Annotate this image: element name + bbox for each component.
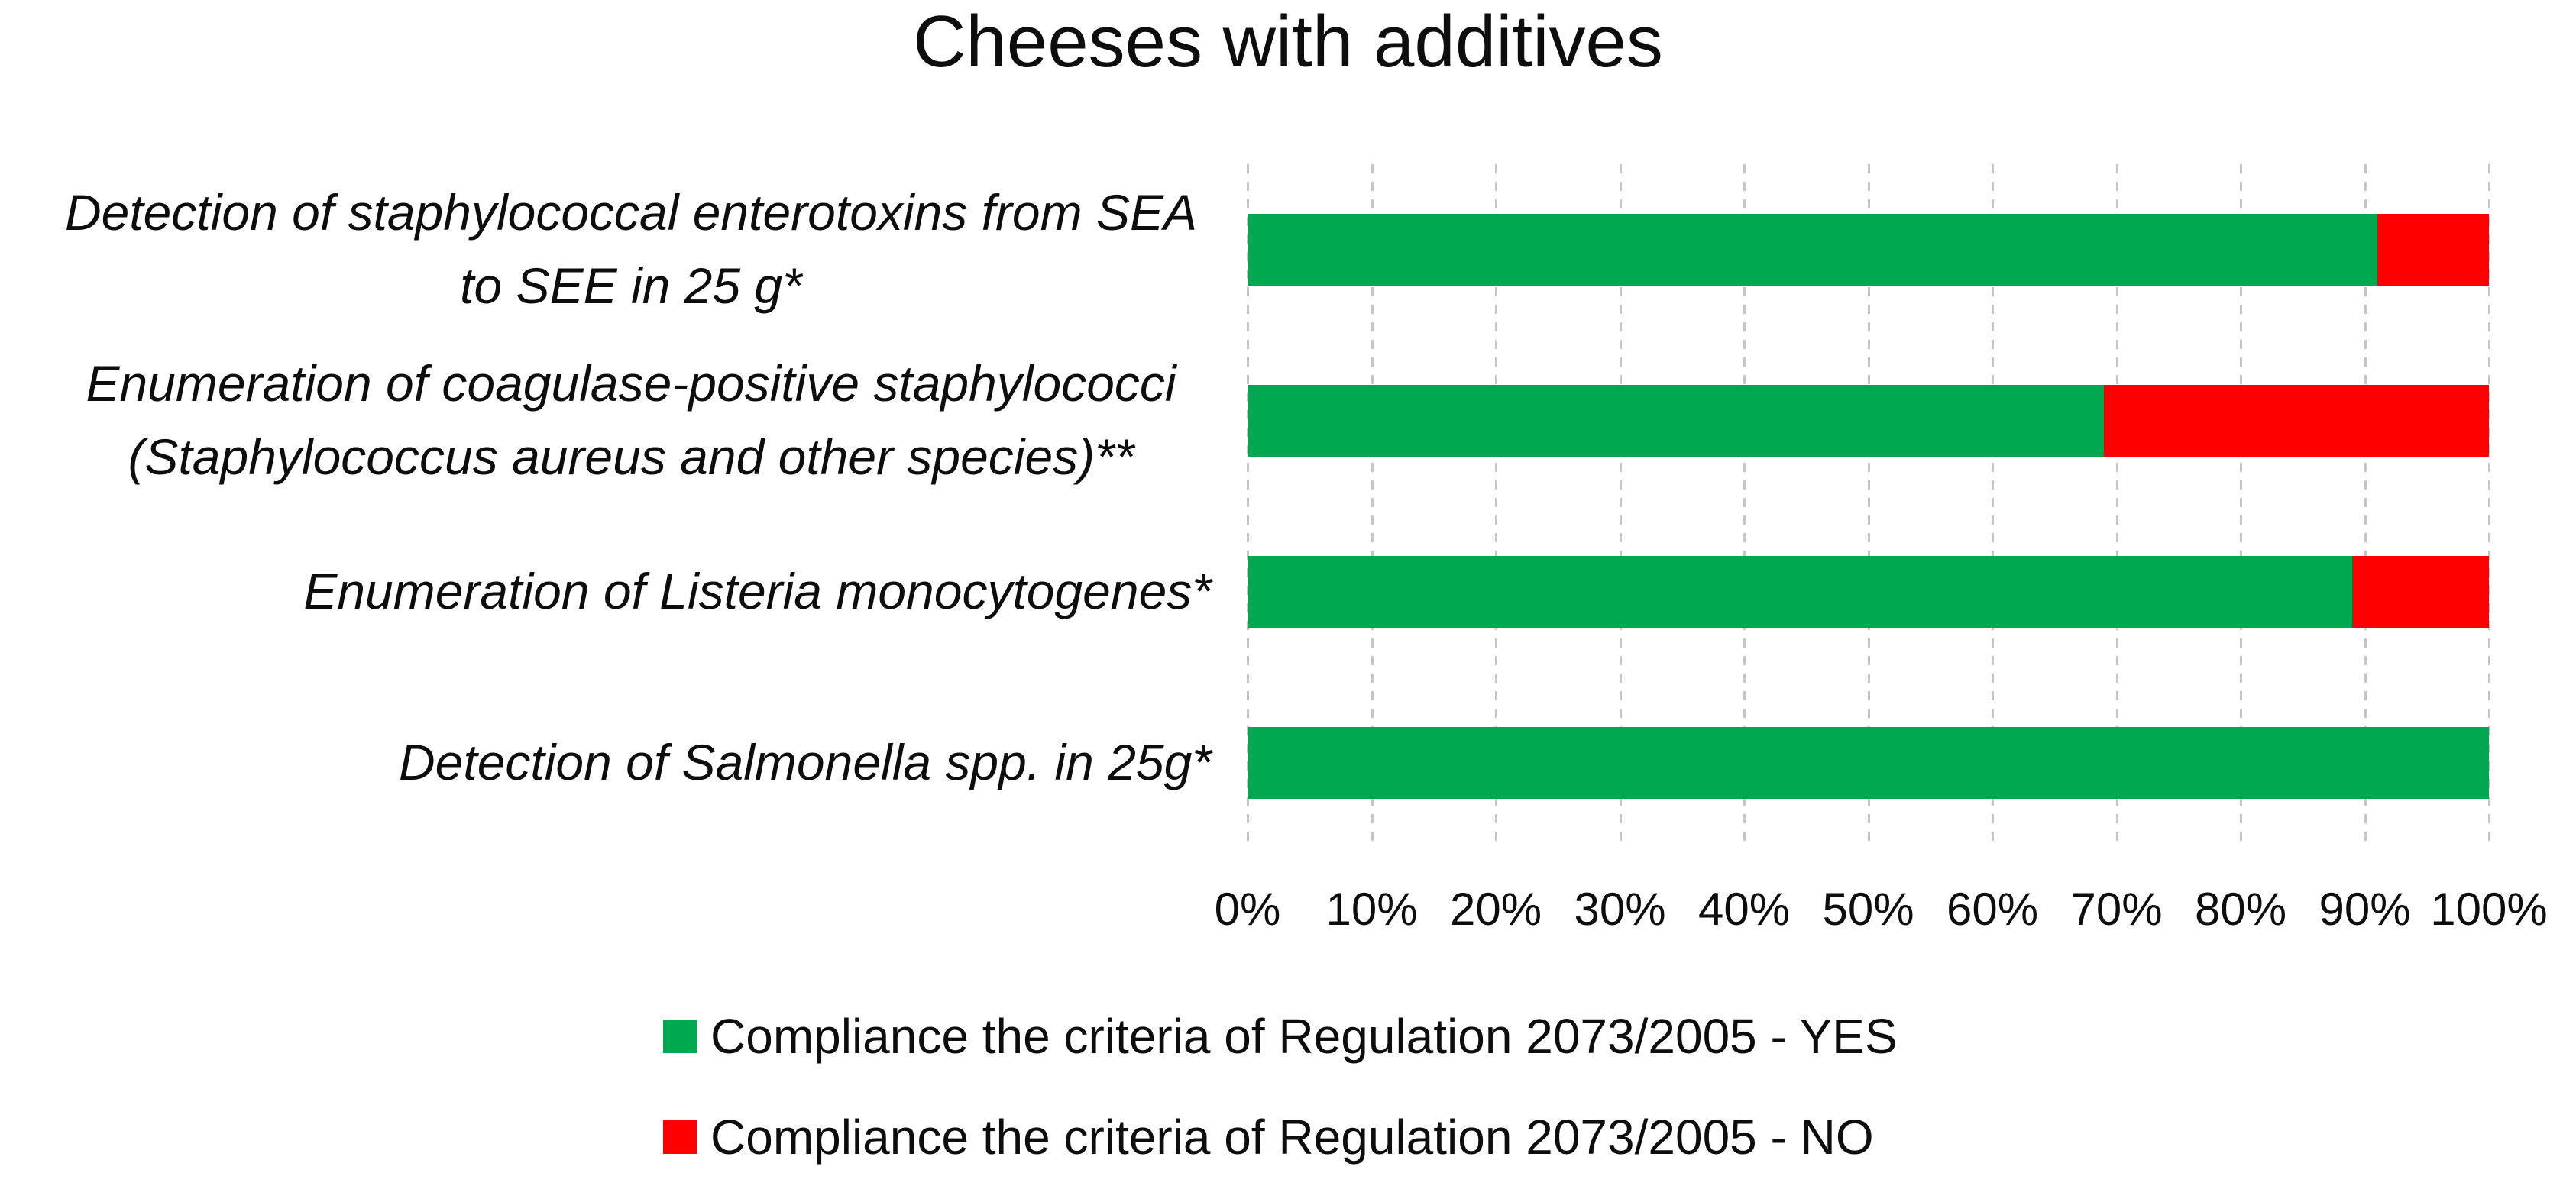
bar-segment-yes xyxy=(1248,385,2105,457)
bar-segment-no xyxy=(2377,214,2489,286)
x-tick-label: 0% xyxy=(1214,884,1281,935)
category-axis: Detection of staphylococcal enterotoxins… xyxy=(0,164,1222,848)
x-axis: 0% 10% 20% 30% 40% 50% 60% 70% 80% 90% 1… xyxy=(1215,884,2548,945)
bar-row xyxy=(1248,556,2489,628)
x-tick-label: 100% xyxy=(2430,884,2548,935)
gridline xyxy=(1495,164,1497,848)
bar-row xyxy=(1248,385,2489,457)
bar-segment-yes xyxy=(1248,727,2489,799)
gridline xyxy=(1867,164,1870,848)
chart-title: Cheeses with additives xyxy=(913,1,1663,82)
legend-label-yes: Compliance the criteria of Regulation 20… xyxy=(710,1009,1898,1064)
gridline xyxy=(2488,164,2490,848)
legend-swatch-no xyxy=(663,1120,697,1154)
chart-legend: Compliance the criteria of Regulation 20… xyxy=(663,1009,1898,1186)
legend-item-no: Compliance the criteria of Regulation 20… xyxy=(663,1110,1898,1165)
gridline xyxy=(1619,164,1622,848)
bar-segment-no xyxy=(2104,385,2489,457)
bar-segment-yes xyxy=(1248,214,2377,286)
category-label: Enumeration of Listeria monocytogenes* xyxy=(303,563,1212,620)
category-label-row: Detection of Salmonella spp. in 25g* xyxy=(0,677,1222,848)
gridline xyxy=(2364,164,2367,848)
x-tick-label: 90% xyxy=(2319,884,2411,935)
category-label: Enumeration of coagulase-positive staphy… xyxy=(86,355,1176,485)
category-label-row: Detection of staphylococcal enterotoxins… xyxy=(0,164,1222,335)
legend-swatch-yes xyxy=(663,1020,697,1053)
x-tick-label: 50% xyxy=(1822,884,1914,935)
bar-segment-yes xyxy=(1248,556,2353,628)
x-tick-label: 80% xyxy=(2194,884,2287,935)
x-tick-label: 60% xyxy=(1946,884,2039,935)
bar-row xyxy=(1248,214,2489,286)
legend-item-yes: Compliance the criteria of Regulation 20… xyxy=(663,1009,1898,1064)
bar-segment-no xyxy=(2352,556,2489,628)
x-tick-label: 10% xyxy=(1325,884,1418,935)
gridline xyxy=(2240,164,2242,848)
bar-row xyxy=(1248,727,2489,799)
plot-area xyxy=(1247,164,2490,848)
gridline xyxy=(1247,164,1249,848)
x-tick-label: 30% xyxy=(1574,884,1666,935)
category-label: Detection of Salmonella spp. in 25g* xyxy=(399,734,1212,791)
category-label-row: Enumeration of coagulase-positive staphy… xyxy=(0,335,1222,506)
category-label-row: Enumeration of Listeria monocytogenes* xyxy=(0,506,1222,677)
x-tick-label: 20% xyxy=(1449,884,1542,935)
category-label: Detection of staphylococcal enterotoxins… xyxy=(64,184,1198,314)
x-tick-label: 40% xyxy=(1697,884,1791,935)
x-tick-label: 70% xyxy=(2070,884,2163,935)
legend-label-no: Compliance the criteria of Regulation 20… xyxy=(710,1110,1874,1165)
gridline xyxy=(1743,164,1746,848)
gridline xyxy=(2115,164,2118,848)
gridline xyxy=(1371,164,1374,848)
gridline xyxy=(1992,164,1994,848)
